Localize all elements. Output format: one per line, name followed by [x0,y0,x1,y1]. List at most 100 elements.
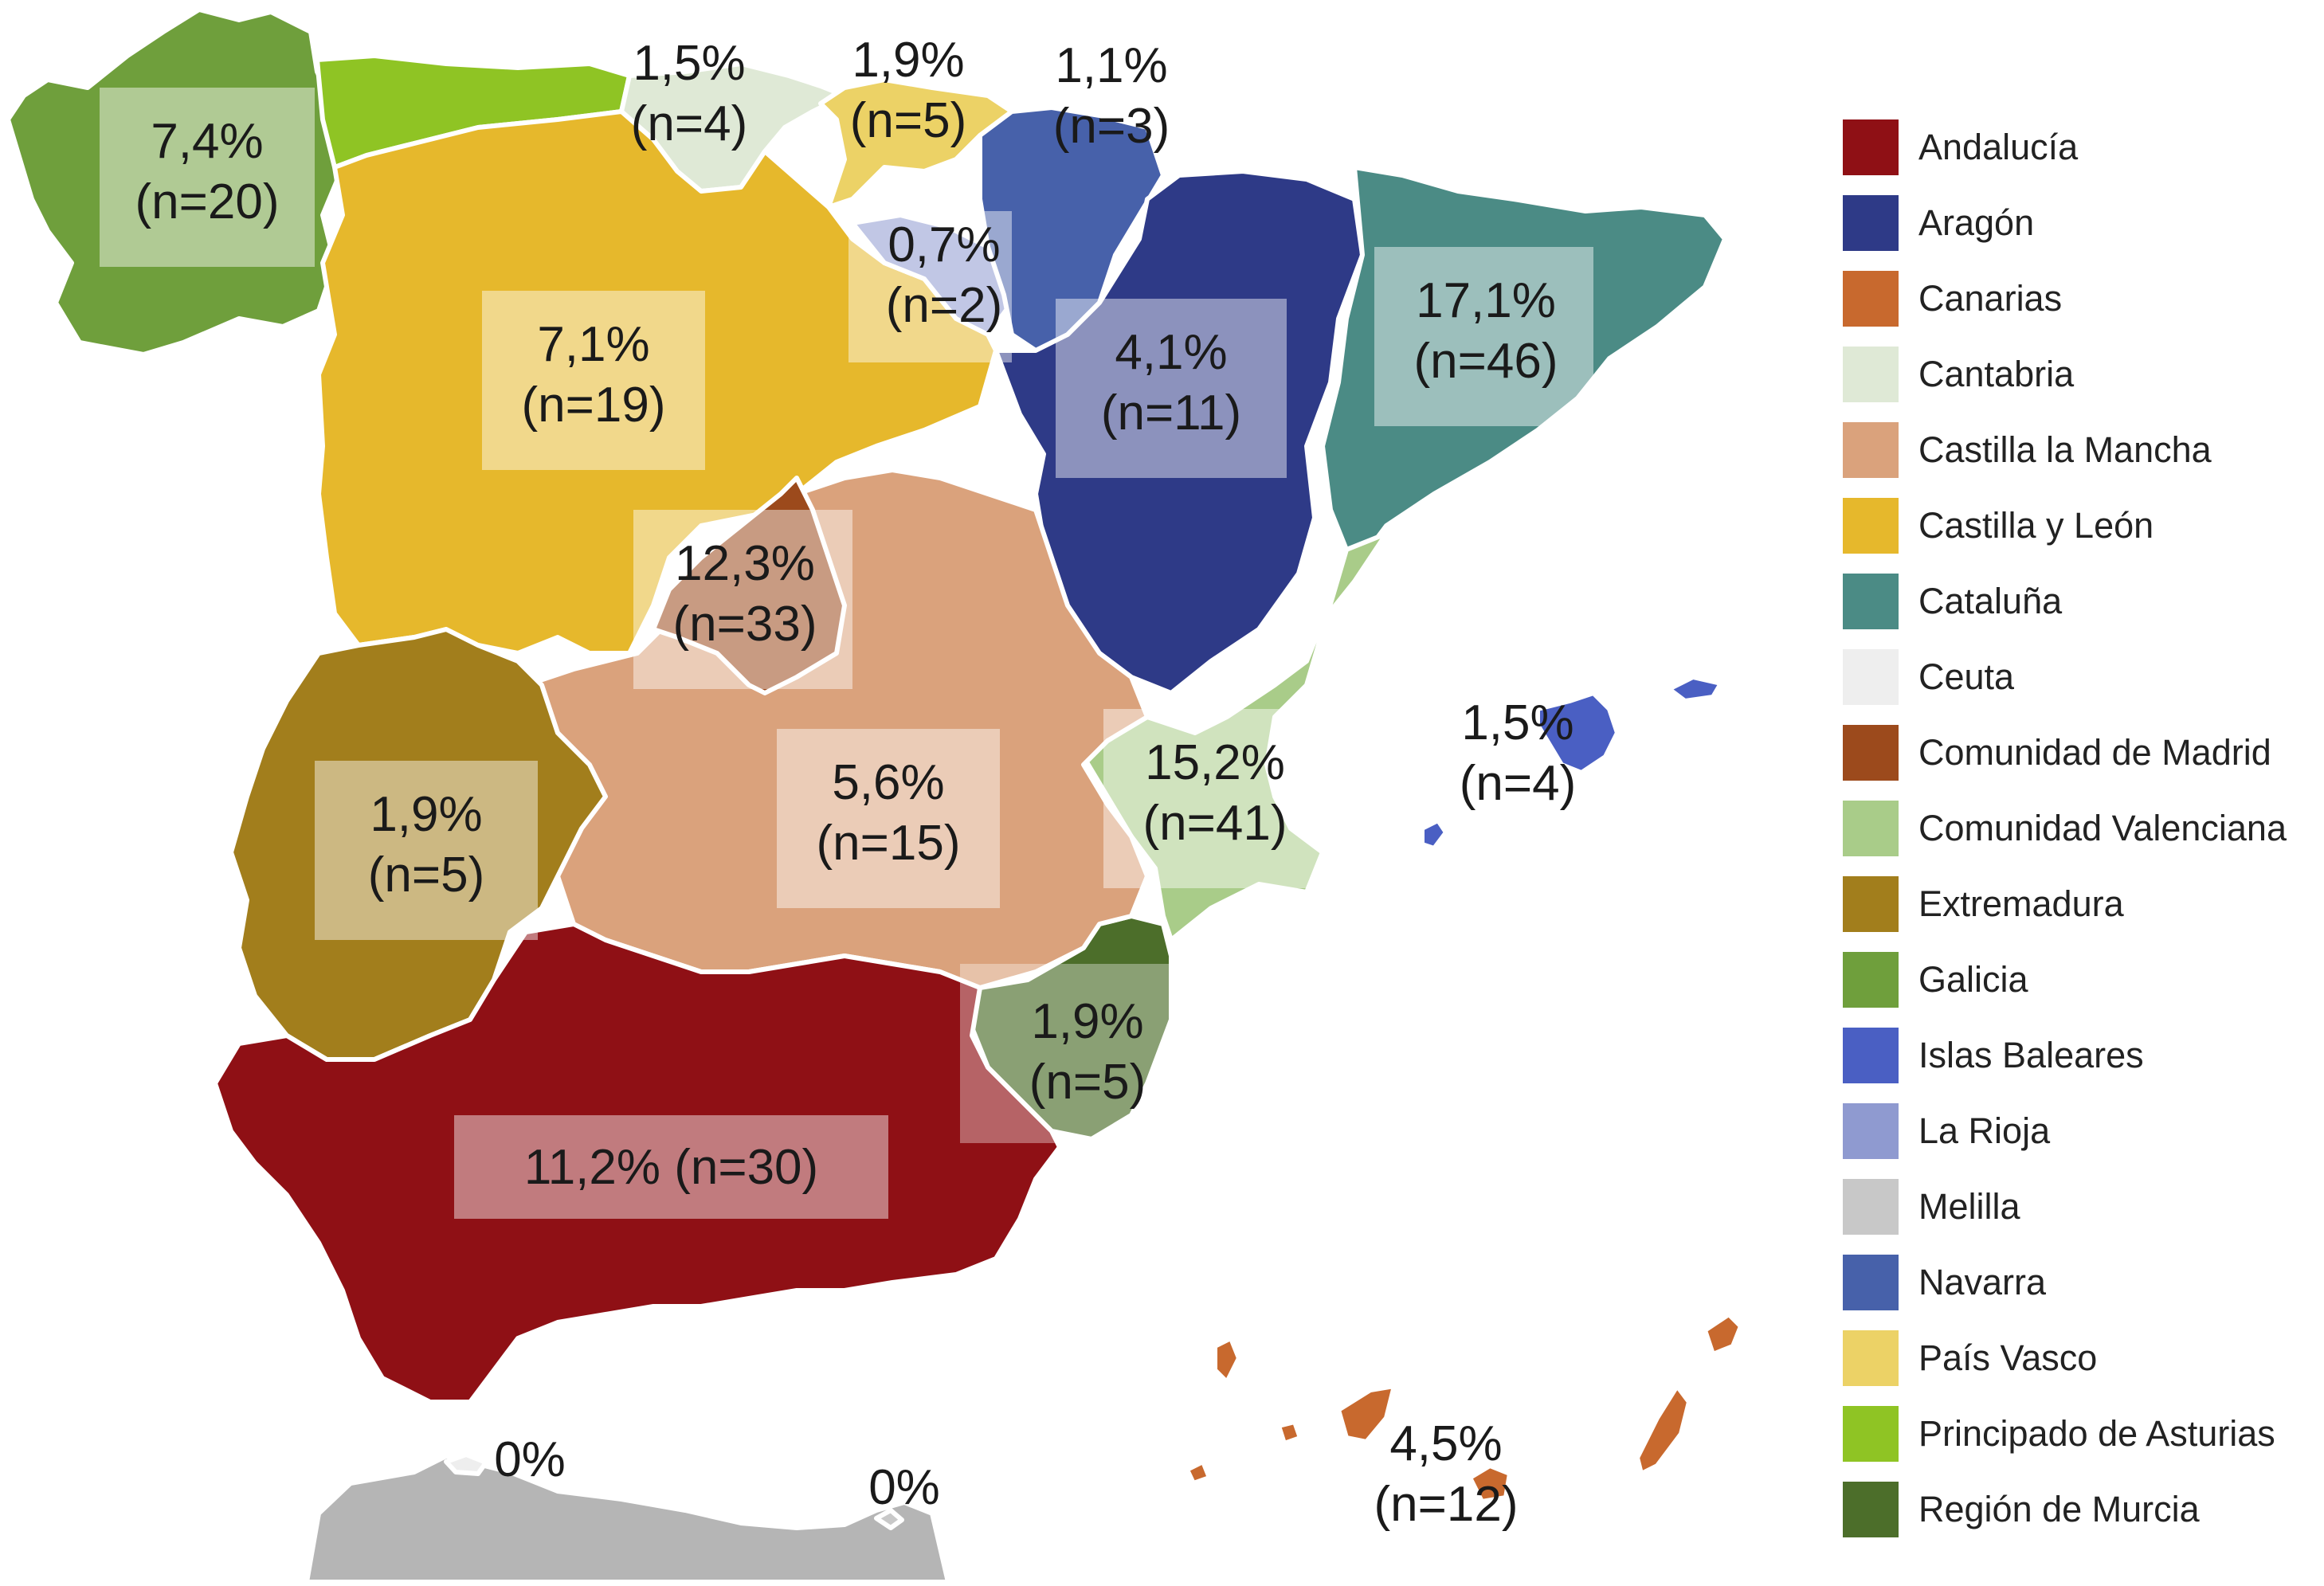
legend-item: Extremadura [1843,876,2313,940]
legend-item: Melilla [1843,1179,2313,1243]
ibiza-shape [1420,818,1448,851]
legend-swatch [1843,801,1899,856]
legend-item: Comunidad Valenciana [1843,801,2313,864]
label-aragon-percent: 4,1% [1115,325,1228,380]
legend-swatch [1843,1406,1899,1462]
label-box-extremadura [315,761,538,940]
label-galicia-count: (n=20) [135,174,280,229]
el-hierro-shape [1185,1459,1212,1486]
legend-item: Ceuta [1843,649,2313,713]
label-andalucia: 11,2% (n=30) [462,1138,880,1198]
label-madrid-percent: 12,3% [675,536,815,591]
legend-item: Principado de Asturias [1843,1406,2313,1470]
label-castilla-la-mancha: 5,6% (n=15) [789,753,988,874]
legend-label: País Vasco [1918,1337,2098,1378]
navarra-region [978,105,1166,353]
ceuta-shape [444,1452,488,1476]
legend-label: Extremadura [1918,883,2124,924]
label-castilla-la-mancha-percent: 5,6% [832,755,945,810]
valenciana-region [1081,531,1389,942]
legend-label: Cantabria [1918,354,2075,394]
label-melilla-percent: 0% [868,1460,940,1515]
cataluna-region [1320,165,1727,560]
label-valenciana: 15,2% (n=41) [1115,733,1315,854]
label-la-rioja: 0,7% (n=2) [856,215,1032,336]
lanzarote-shape [1703,1312,1743,1357]
label-box-castilla-la-mancha [777,729,1000,908]
legend-label: Ceuta [1918,656,2015,697]
label-box-la-rioja [848,211,1012,362]
label-galicia: 7,4% (n=20) [104,112,311,233]
la-gomera-shape [1276,1420,1303,1446]
gran-canaria-shape [1468,1463,1512,1504]
legend-item: Castilla la Mancha [1843,422,2313,486]
legend-label: Melilla [1918,1186,2020,1227]
legend-item: Comunidad de Madrid [1843,725,2313,789]
label-cantabria-count: (n=4) [630,96,748,151]
label-navarra-percent: 1,1% [1055,38,1168,93]
label-box-murcia [960,964,1219,1143]
label-la-rioja-percent: 0,7% [888,217,1001,272]
legend-swatch [1843,1179,1899,1235]
label-castilla-la-mancha-count: (n=15) [816,816,961,871]
label-valenciana-percent: 15,2% [1145,735,1285,790]
label-baleares: 1,5% (n=4) [1430,693,1605,814]
aragon-region [993,169,1365,695]
legend-item: Cataluña [1843,574,2313,637]
legend-label: Región de Murcia [1918,1489,2200,1529]
label-cataluna: 17,1% (n=46) [1386,271,1585,392]
legend-label: Navarra [1918,1262,2047,1302]
label-valenciana-count: (n=41) [1142,796,1287,851]
legend-label: Galicia [1918,959,2028,1000]
label-baleares-percent: 1,5% [1461,695,1574,750]
label-melilla: 0% [856,1458,952,1518]
label-cantabria-percent: 1,5% [633,36,746,91]
label-murcia: 1,9% (n=5) [1000,992,1175,1113]
legend-swatch [1843,876,1899,932]
label-box-castilla-y-leon [482,291,705,470]
extremadura-region [229,627,608,1062]
label-pais-vasco: 1,9% (n=5) [821,30,996,151]
label-navarra-count: (n=3) [1052,99,1170,154]
label-murcia-percent: 1,9% [1031,994,1144,1049]
label-aragon: 4,1% (n=11) [1072,323,1271,444]
label-ceuta-percent: 0% [494,1432,566,1487]
label-murcia-count: (n=5) [1029,1055,1146,1110]
legend-swatch [1843,422,1899,478]
menorca-shape [1667,675,1723,703]
label-castilla-y-leon-count: (n=19) [521,378,666,433]
legend-swatch [1843,725,1899,781]
legend-swatch [1843,1330,1899,1386]
label-extremadura: 1,9% (n=5) [327,785,526,906]
label-box-valenciana [1103,709,1327,888]
pais-vasco-region [818,77,1014,210]
label-extremadura-percent: 1,9% [370,787,483,842]
legend-swatch [1843,574,1899,629]
label-cataluna-count: (n=46) [1413,334,1558,389]
label-ceuta: 0% [482,1430,578,1490]
label-castilla-y-leon-percent: 7,1% [537,317,650,372]
legend-swatch [1843,952,1899,1008]
legend-swatch [1843,119,1899,175]
legend-label: Castilla y León [1918,505,2154,546]
legend-item: La Rioja [1843,1103,2313,1167]
label-box-aragon [1056,299,1287,478]
legend-item: País Vasco [1843,1330,2313,1394]
legend-swatch [1843,1103,1899,1159]
label-baleares-count: (n=4) [1459,756,1577,811]
la-palma-shape [1213,1336,1241,1384]
legend-label: Andalucía [1918,127,2079,167]
legend-swatch [1843,195,1899,251]
label-galicia-percent: 7,4% [151,114,264,169]
legend-swatch [1843,498,1899,554]
madrid-region [651,476,847,695]
legend-swatch [1843,1028,1899,1083]
label-navarra: 1,1% (n=3) [1024,36,1199,157]
legend-swatch [1843,271,1899,327]
legend-item: Navarra [1843,1255,2313,1318]
legend-label: Cataluña [1918,581,2063,621]
mallorca-shape [1535,691,1620,775]
legend-label: Castilla la Mancha [1918,429,2212,470]
legend-item: Cantabria [1843,347,2313,410]
